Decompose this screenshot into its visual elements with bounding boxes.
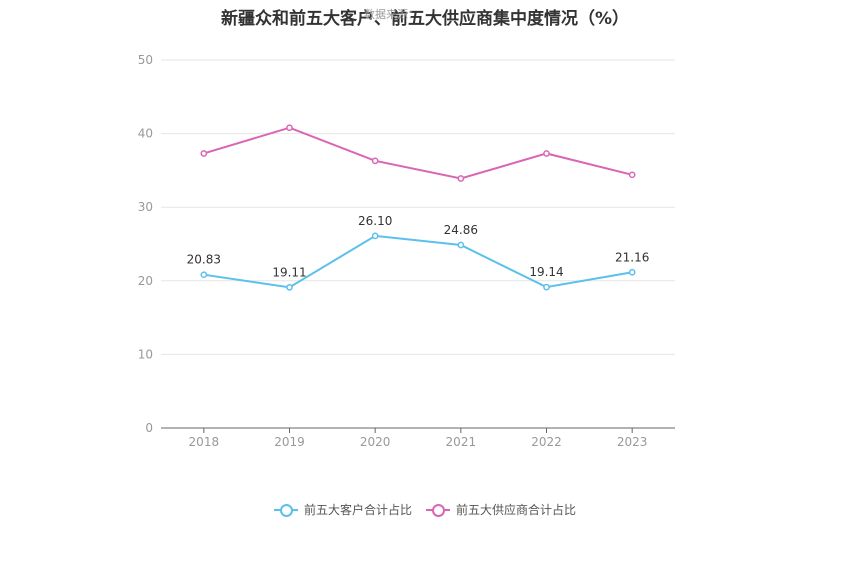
y-tick-label-0: 0 — [145, 421, 153, 435]
legend: 前五大客户合计占比 前五大供应商合计占比 — [0, 501, 850, 518]
y-tick-label-20: 20 — [138, 274, 153, 288]
data-label-2023: 21.16 — [615, 250, 649, 264]
x-tick-label-2021: 2021 — [446, 435, 477, 449]
series-1-point-2019 — [286, 124, 293, 132]
series-0-point-2023 — [628, 268, 636, 276]
data-label-2021: 24.86 — [444, 223, 478, 237]
legend-marker-customers-icon — [273, 503, 298, 517]
x-tick-label-2023: 2023 — [617, 435, 648, 449]
series-0-point-2021 — [457, 241, 465, 249]
legend-label-customers: 前五大客户合计占比 — [303, 503, 412, 517]
series-1-point-2018 — [200, 150, 208, 157]
x-tick-label-2019: 2019 — [274, 435, 305, 449]
data-label-2019: 19.11 — [272, 265, 306, 279]
data-label-2020: 26.10 — [358, 214, 392, 228]
source-label: 数据来源： — [364, 8, 419, 21]
legend-item-suppliers[interactable]: 前五大供应商合计占比 — [426, 501, 576, 518]
series-1-point-2022 — [543, 150, 550, 157]
series-1-point-2020 — [371, 157, 379, 165]
legend-marker-suppliers-icon — [426, 503, 450, 517]
x-tick-label-2022: 2022 — [531, 435, 562, 449]
series-line-1 — [203, 126, 633, 180]
y-tick-label-10: 10 — [138, 347, 153, 361]
x-tick-label-2020: 2020 — [360, 435, 391, 449]
y-tick-label-30: 30 — [138, 200, 153, 214]
series-1-point-2021 — [457, 175, 465, 182]
y-tick-label-50: 50 — [138, 53, 153, 67]
legend-item-customers[interactable]: 前五大客户合计占比 — [273, 501, 412, 518]
series-1-point-2023 — [628, 171, 636, 179]
series-0-point-2018 — [200, 271, 208, 279]
x-tick-label-2018: 2018 — [189, 435, 220, 449]
series-0-point-2022 — [543, 283, 550, 291]
legend-label-suppliers: 前五大供应商合计占比 — [456, 503, 577, 517]
series-0-point-2019 — [286, 284, 293, 291]
data-label-2018: 20.83 — [187, 253, 221, 267]
series-0-point-2020 — [371, 232, 379, 240]
series-line-0 — [203, 234, 633, 289]
data-label-2022: 19.14 — [529, 265, 563, 279]
y-tick-label-40: 40 — [138, 127, 153, 141]
chart-title: 新疆众和前五大客户、前五大供应商集中度情况（%） — [220, 9, 630, 29]
